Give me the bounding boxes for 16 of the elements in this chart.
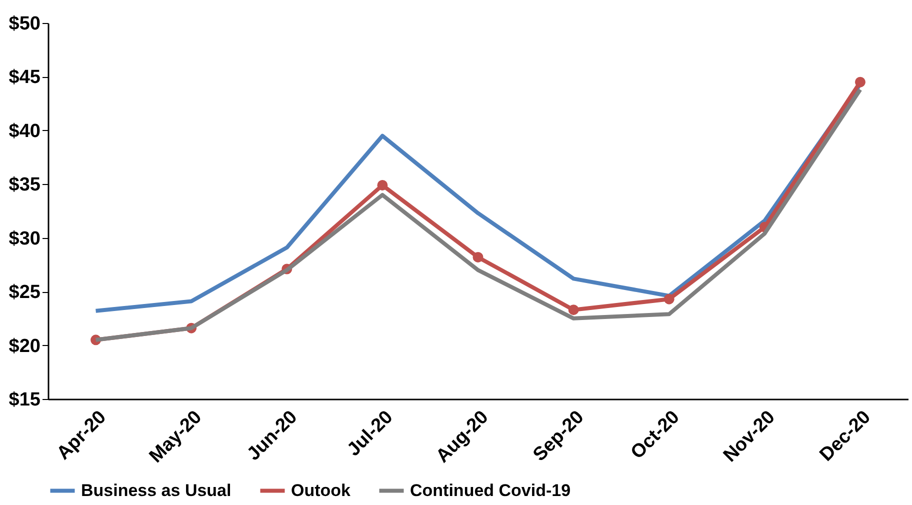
y-tick-label: $50 <box>8 14 40 34</box>
legend-label: Business as Usual <box>81 480 232 500</box>
point <box>377 180 388 190</box>
point <box>568 304 579 316</box>
legend-label: Outook <box>291 480 352 500</box>
point <box>472 252 484 262</box>
y-tick-label: $20 <box>8 336 40 357</box>
y-tick-label: $30 <box>8 228 40 250</box>
point <box>854 76 866 88</box>
legend-label: Continued Covid-19 <box>410 480 571 500</box>
point <box>664 294 674 304</box>
y-tick-label: $25 <box>8 282 41 304</box>
y-tick-label: $45 <box>8 67 41 88</box>
y-tick-label: $35 <box>8 174 41 196</box>
y-tick-label: $15 <box>8 390 41 410</box>
y-tick-label: $40 <box>8 120 40 142</box>
